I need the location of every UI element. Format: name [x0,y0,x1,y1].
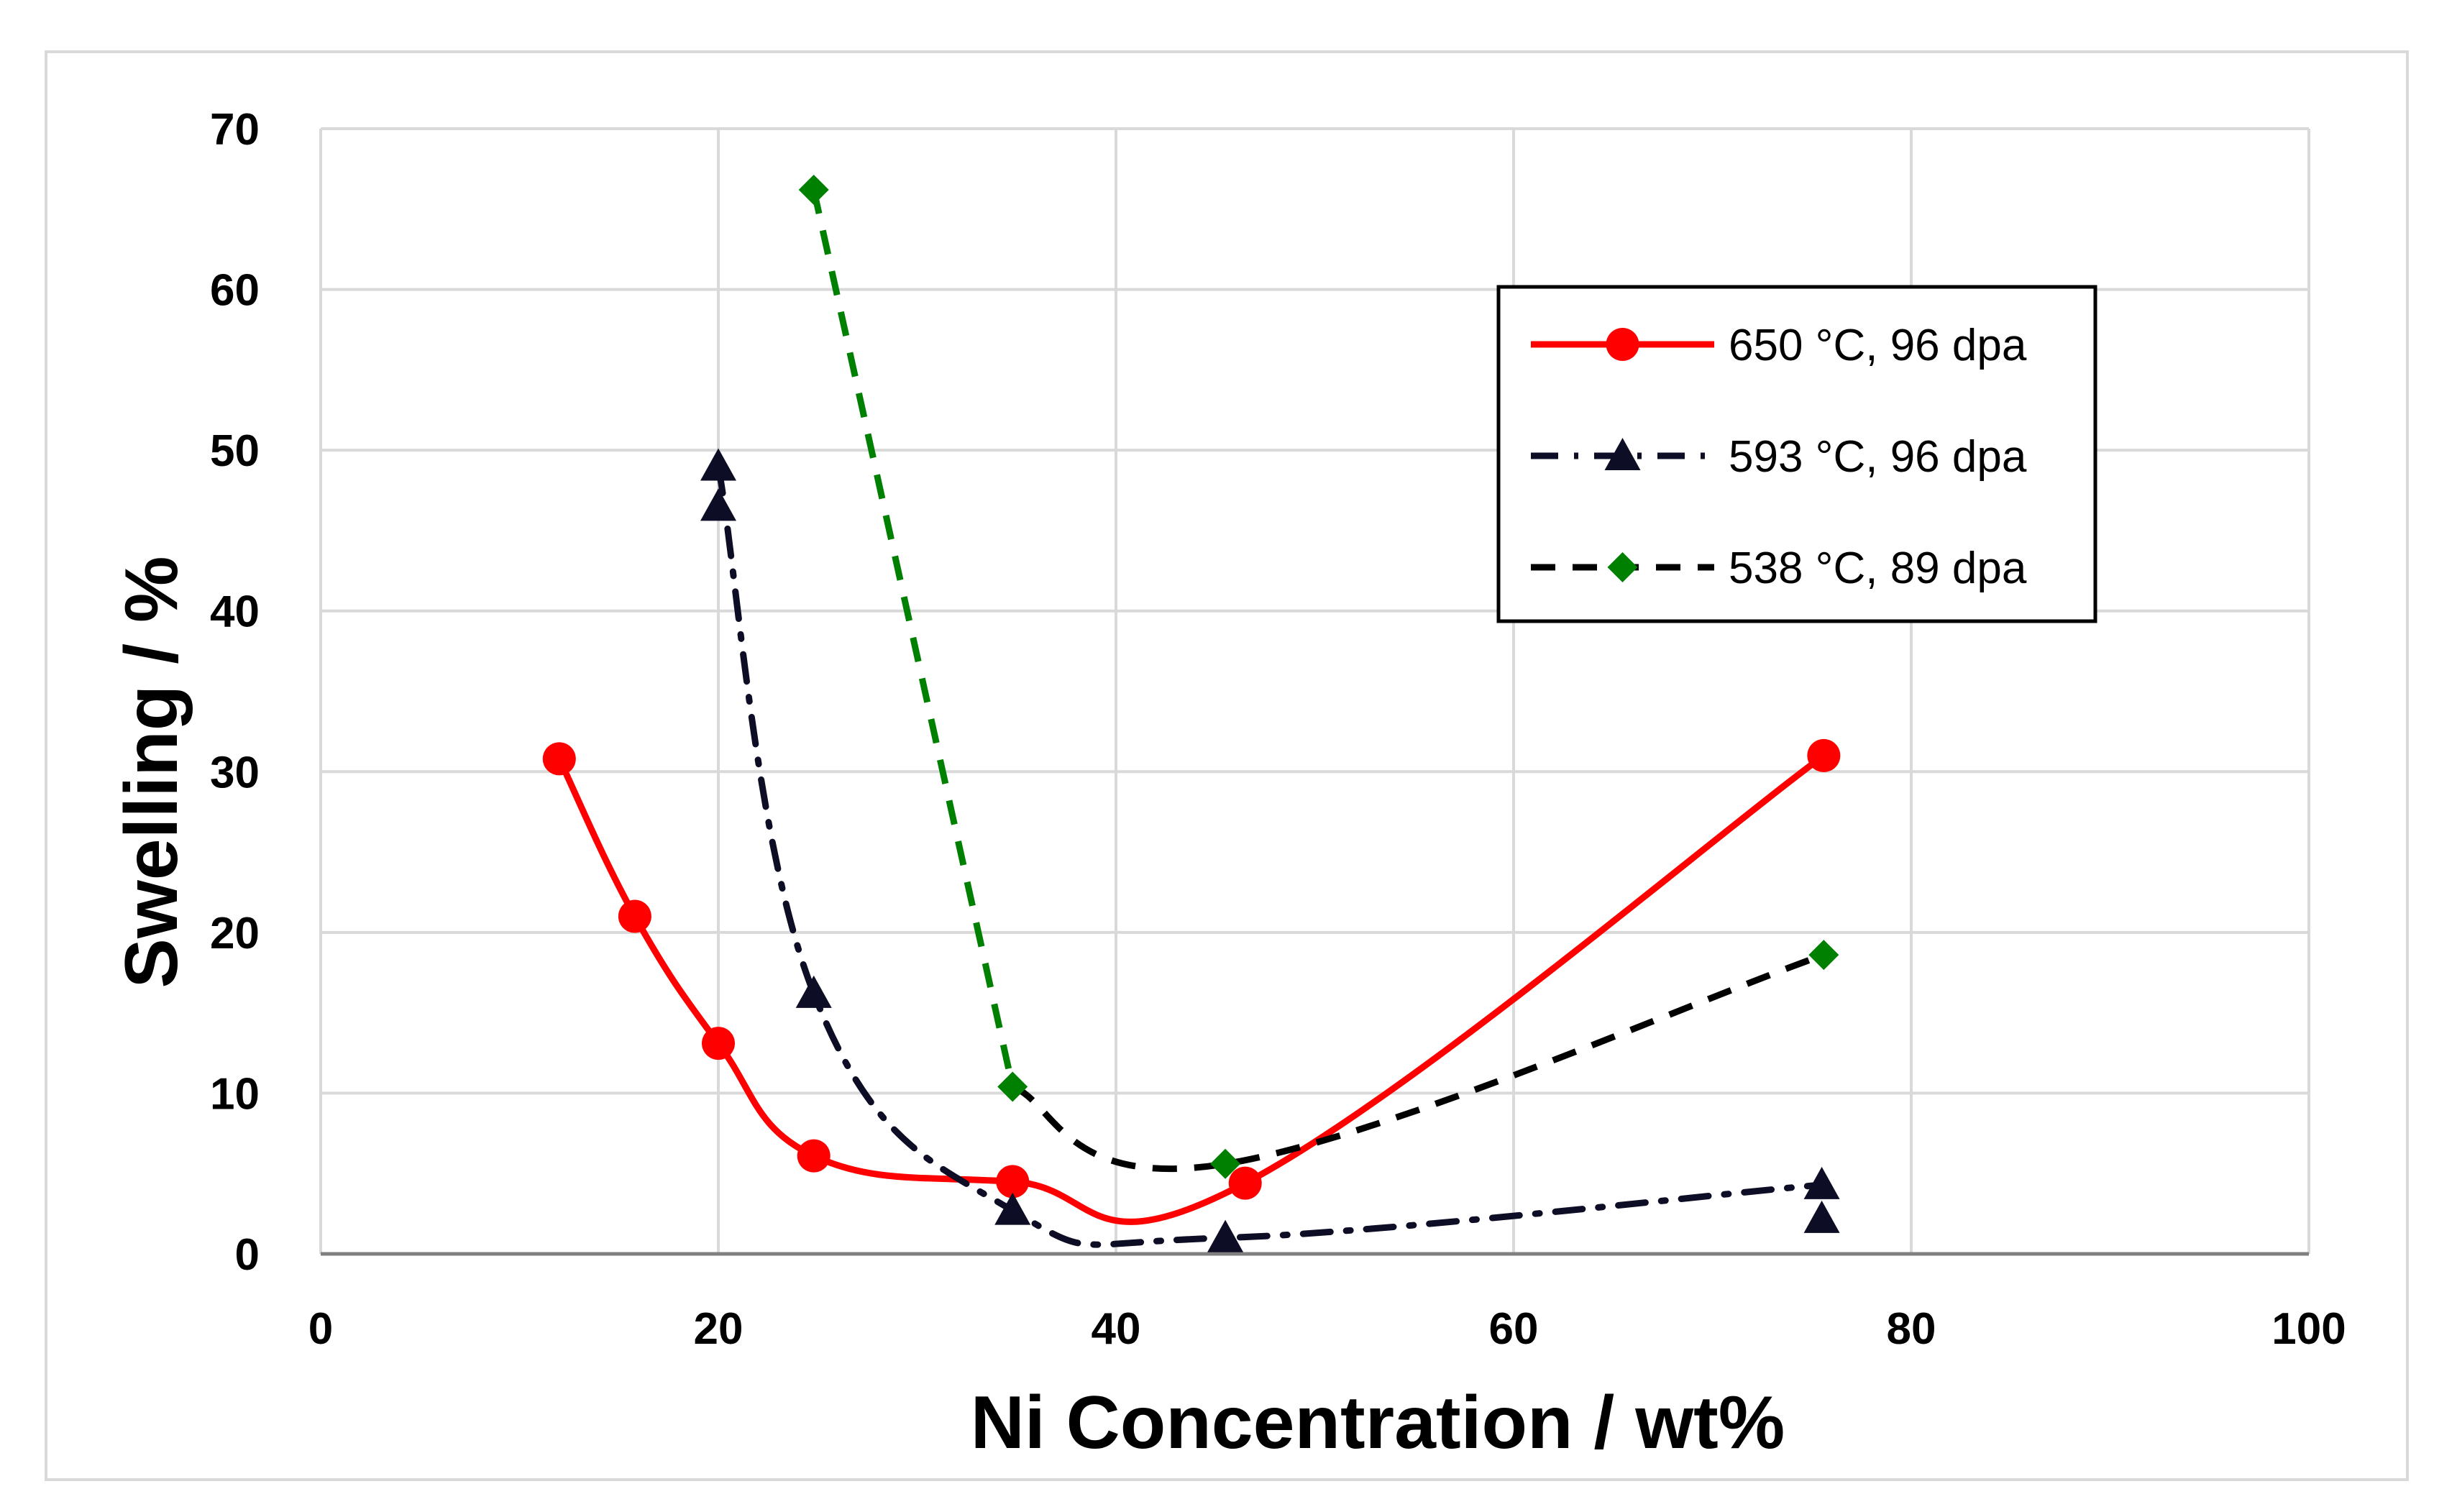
y-tick-label: 60 [210,266,260,316]
x-tick-label: 60 [1489,1304,1539,1354]
data-point-1-5 [1803,1166,1840,1199]
legend-marker-1 [1604,438,1641,470]
legend-layer: 650 °C, 96 dpa 593 °C, 96 dpa 538 °C, 89 d… [1496,285,2097,623]
series-line-2-b [1011,951,1825,1173]
data-point-0-1 [618,899,651,933]
chart-frame: 0 20 40 60 80 100 0 10 20 30 40 50 60 70 650 °C, 96 d… [45,50,2409,1481]
data-point-1-1 [700,488,736,521]
marker-layer [542,174,1841,1252]
legend-label-0: 650 °C, 96 dpa [1729,321,2027,370]
data-point-1-3 [994,1192,1031,1225]
data-point-0-3 [797,1139,831,1173]
data-point-2-0 [798,174,829,205]
legend-marker-0 [1606,328,1639,361]
legend-label-1: 593 °C, 96 dpa [1729,432,2027,482]
x-tick-label: 80 [1887,1304,1936,1354]
data-point-0-2 [702,1027,735,1060]
data-point-2-1 [997,1071,1028,1102]
data-point-0-6 [1807,738,1841,772]
legend-marker-2 [1607,552,1638,582]
x-tick-label: 40 [1092,1304,1141,1354]
legend-label-2: 538 °C, 89 dpa [1729,544,2027,593]
y-tick-label: 0 [235,1230,260,1280]
data-point-2-2 [1210,1148,1241,1179]
data-point-1-2 [795,975,832,1008]
data-point-0-0 [542,742,576,776]
series-line-2-a [810,188,1016,1088]
axis-layer: 0 20 40 60 80 100 0 10 20 30 40 50 60 70 [210,105,2346,1354]
y-tick-label: 20 [210,909,260,958]
data-point-0-4 [996,1165,1030,1199]
series-line-0 [556,752,1827,1225]
data-point-1-0 [700,448,736,481]
x-axis-title: Ni Concentration / wt% [971,1381,1785,1465]
y-axis-title: Swelling / % [110,556,193,989]
data-point-0-5 [1228,1166,1262,1200]
data-point-1-4 [1207,1219,1244,1252]
y-tick-label: 50 [210,426,260,476]
data-point-2-3 [1808,940,1839,971]
x-tick-label: 20 [694,1304,743,1354]
chart-svg: 0 20 40 60 80 100 0 10 20 30 40 50 60 70 650 °C, 96 d… [110,105,2346,1465]
x-tick-label: 100 [2271,1304,2346,1354]
data-point-1-6 [1803,1200,1840,1233]
y-tick-label: 40 [210,587,260,637]
y-tick-label: 30 [210,748,260,797]
y-tick-label: 10 [210,1069,260,1119]
y-tick-label: 70 [210,105,260,155]
x-tick-label: 0 [308,1304,333,1354]
